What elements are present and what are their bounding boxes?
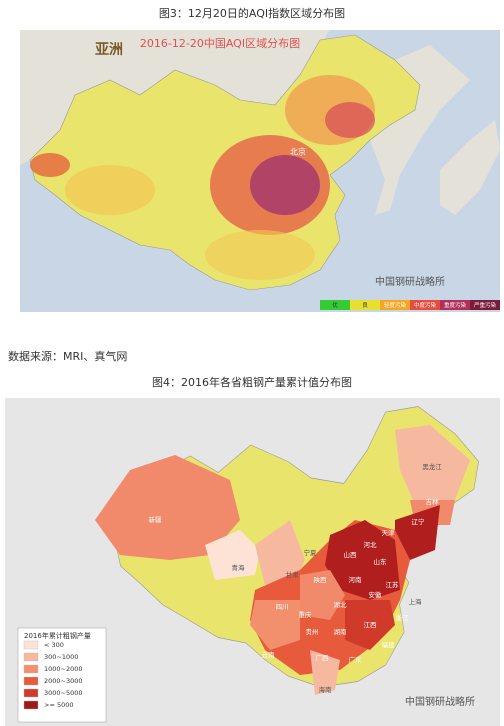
province-label: 辽宁 <box>412 517 426 526</box>
province-label: 新疆 <box>149 515 163 524</box>
legend-swatch <box>320 300 350 310</box>
province-label: 江西 <box>364 621 378 629</box>
province-shape <box>325 520 400 600</box>
steel-map: 新疆 青海 甘肃 宁夏 陕西 山西 河北 天津 辽宁 吉林 黑龙江 山东 河南 … <box>5 398 500 726</box>
legend-label: 重度污染 <box>444 301 467 309</box>
province-label: 四川 <box>276 603 289 611</box>
province-label: 广东 <box>349 655 363 664</box>
legend-swatch <box>350 300 380 310</box>
province-label: 上海 <box>409 597 423 606</box>
legend-swatch <box>23 664 39 674</box>
province-label: 河南 <box>349 575 363 584</box>
source: 数据来源：MRI、真气网 <box>8 349 127 363</box>
aqi-legend: 优 良 轻度污染 中度污染 重度污染 严重污染 <box>320 300 500 310</box>
province-shape <box>395 425 470 505</box>
province-shape <box>255 520 305 590</box>
province-shape <box>310 650 340 695</box>
province-label: 宁夏 <box>304 548 318 557</box>
caption: 图3：12月20日的AQI指数区域分布图 <box>159 6 345 20</box>
legend-swatch <box>23 688 39 698</box>
province-label: 黑龙江 <box>422 462 442 471</box>
legend-label: >= 5000 <box>44 701 74 709</box>
province-label: 云南 <box>262 650 276 659</box>
province-shape <box>250 600 300 650</box>
legend-swatch <box>410 300 440 310</box>
land <box>370 45 470 215</box>
province-label: 海南 <box>319 685 333 694</box>
province-label: 河北 <box>364 541 378 549</box>
province-shape <box>300 570 345 620</box>
zone <box>65 165 155 215</box>
province-label: 安徽 <box>369 590 383 599</box>
legend-label: 优 <box>332 301 338 309</box>
province-label: 山东 <box>374 557 388 566</box>
legend-label: 良 <box>362 301 368 309</box>
zone <box>250 155 320 215</box>
legend-label: 轻度污染 <box>384 301 407 309</box>
legend-swatch <box>23 676 39 686</box>
province-shape <box>395 505 440 560</box>
legend-label: 严重污染 <box>474 301 497 309</box>
legend-swatch <box>23 652 39 662</box>
province-label: 湖南 <box>334 627 348 636</box>
province-label: 陕西 <box>314 575 328 584</box>
land <box>440 120 500 215</box>
legend-label: 中度污染 <box>414 301 437 309</box>
map-title: 2016-12-20中国AQI区域分布图 <box>140 37 300 50</box>
legend-title: 2016年累计粗钢产量 <box>24 631 91 640</box>
province-label: 甘肃 <box>286 570 300 579</box>
legend-label: < 300 <box>44 641 64 649</box>
zone <box>30 153 70 177</box>
steel-legend: < 300 300~1000 1000~2000 2000~3000 3000~5000… <box>23 640 83 710</box>
legend-label: 2000~3000 <box>44 677 83 685</box>
watermark: 中国钢研战略所 <box>375 275 445 288</box>
legend-swatch <box>470 300 500 310</box>
legend-swatch <box>380 300 410 310</box>
region-label: 亚洲 <box>95 42 123 58</box>
aqi-map: 亚洲 2016-12-20中国AQI区域分布图 北京 中国钢研战略所 优 良 轻度污… <box>20 30 500 312</box>
legend-swatch <box>440 300 470 310</box>
land <box>20 30 330 165</box>
zone <box>205 230 315 280</box>
legend-label: 3000~5000 <box>44 689 83 697</box>
province-label: 重庆 <box>299 610 313 619</box>
province-label: 青海 <box>232 563 246 572</box>
province-label: 贵州 <box>306 627 319 636</box>
province-label: 浙江 <box>396 613 410 622</box>
province-shape <box>95 455 240 560</box>
province-label: 湖北 <box>334 600 348 609</box>
legend-swatch <box>23 640 39 650</box>
caption: 图4：2016年各省粗钢产量累计值分布图 <box>152 375 352 389</box>
province-label: 吉林 <box>426 497 440 506</box>
province-label: 福建 <box>382 640 396 649</box>
province-label: 广西 <box>316 653 330 662</box>
watermark: 中国钢研战略所 <box>405 695 475 708</box>
province-label: 山西 <box>344 550 358 559</box>
city-label: 北京 <box>290 147 306 157</box>
province-shape <box>345 600 395 650</box>
zone <box>325 102 375 138</box>
legend-label: 300~1000 <box>44 653 78 661</box>
province-label: 天津 <box>382 529 396 537</box>
legend-label: 1000~2000 <box>44 665 83 673</box>
province-shape <box>205 530 260 580</box>
province-label: 江苏 <box>386 580 400 589</box>
legend-swatch <box>23 700 39 710</box>
